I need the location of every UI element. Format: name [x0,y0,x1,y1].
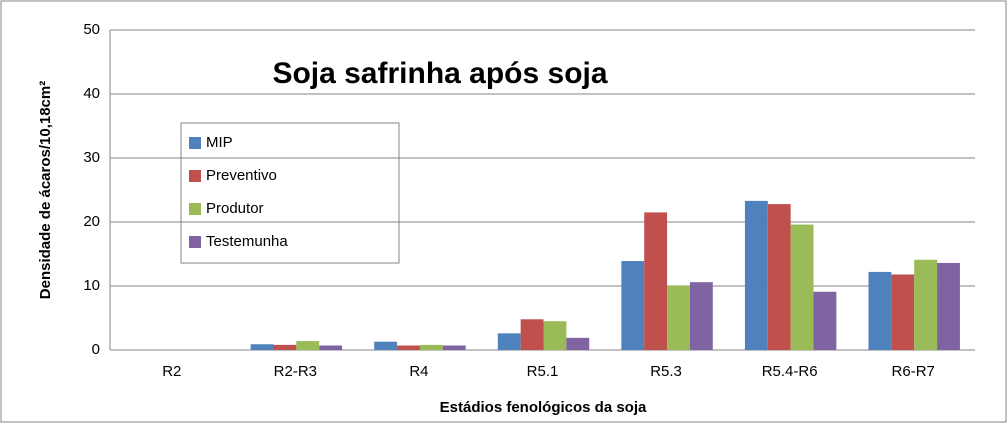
y-tick-label: 0 [92,341,100,358]
x-axis-label: Estádios fenológicos da soja [440,399,647,416]
legend-swatch [189,236,201,248]
bar [566,337,590,350]
bar [813,291,837,350]
bar [621,261,645,350]
y-axis-label: Densidade de ácaros/10,18cm² [37,81,54,299]
chart-title: Soja safrinha após soja [272,57,607,90]
bar [689,282,713,350]
bar [520,319,544,350]
x-tick-label: R6-R7 [892,363,935,380]
bar [644,212,668,350]
legend-label: Testemunha [206,233,288,250]
bar [937,262,960,350]
legend-swatch [189,137,201,149]
legend-swatch [189,203,201,215]
y-tick-label: 50 [83,21,100,38]
bar [790,224,814,350]
x-tick-label: R5.3 [650,363,682,380]
legend-label: Produtor [206,200,264,217]
bar [767,204,791,350]
bar [543,321,567,350]
x-tick-label: R5.1 [527,363,559,380]
bar [914,259,938,350]
y-tick-label: 40 [83,85,100,102]
x-tick-label: R4 [409,363,428,380]
bar [442,345,466,350]
bar [744,200,768,350]
bar [868,271,892,350]
legend [180,122,400,264]
legend-swatch [189,170,201,182]
bar [374,341,398,350]
legend-label: Preventivo [206,167,277,184]
bar [891,274,915,350]
bar [319,345,343,350]
bar [667,285,690,350]
y-tick-label: 10 [83,277,100,294]
y-tick-label: 30 [83,149,100,166]
x-tick-label: R5.4-R6 [762,363,818,380]
bar [273,344,297,350]
bar [419,344,443,350]
y-tick-label: 20 [83,213,100,230]
bar [397,345,420,350]
bar [497,333,521,350]
bar [250,344,274,350]
x-tick-label: R2-R3 [274,363,317,380]
legend-label: MIP [206,134,233,151]
x-tick-label: R2 [162,363,181,380]
bar [296,341,320,350]
